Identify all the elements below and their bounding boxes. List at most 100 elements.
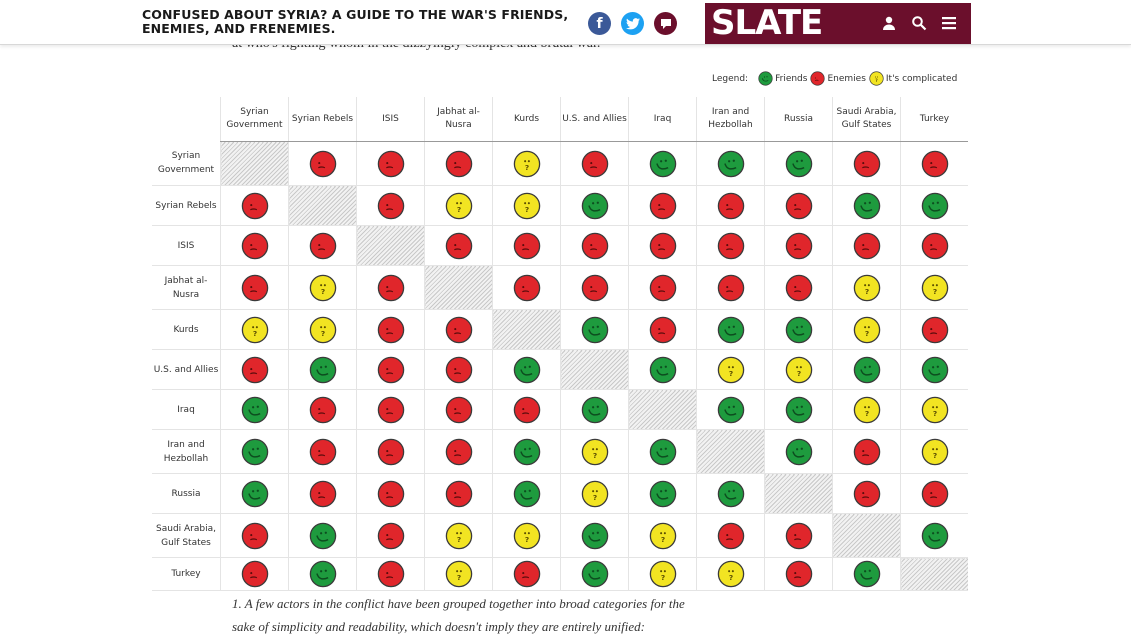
- matrix-row: Saudi Arabia, Gulf States???: [152, 513, 968, 558]
- enemies-face-icon: [377, 150, 404, 177]
- matrix-row: ISIS: [152, 225, 968, 266]
- relationship-cell: [628, 429, 697, 474]
- column-header: Syrian Rebels: [288, 97, 357, 142]
- enemies-face-icon: [445, 316, 472, 343]
- matrix-row: Russia?: [152, 473, 968, 514]
- relationship-cell: [696, 513, 765, 558]
- relationship-cell: [356, 389, 425, 430]
- column-header: Russia: [764, 97, 833, 142]
- column-header: Iraq: [628, 97, 697, 142]
- relationship-cell: [900, 473, 968, 514]
- relationship-cell: [696, 141, 765, 186]
- enemies-face-icon: [377, 438, 404, 465]
- row-header: Saudi Arabia, Gulf States: [152, 513, 221, 558]
- relationship-cell: [900, 185, 968, 226]
- relationship-cell: ?: [900, 429, 968, 474]
- relationship-cell: [764, 309, 833, 350]
- relationship-cell: [696, 389, 765, 430]
- column-header: Kurds: [492, 97, 561, 142]
- svg-text:?: ?: [864, 329, 868, 338]
- friends-face-icon: [853, 192, 880, 219]
- complicated-face-icon: ?: [309, 316, 336, 343]
- relationship-cell: [560, 513, 629, 558]
- enemies-face-icon: [445, 356, 472, 383]
- enemies-face-icon: [241, 522, 268, 549]
- relationship-cell: [288, 429, 357, 474]
- slate-brand-bar: SLATE: [705, 3, 971, 44]
- search-icon[interactable]: [911, 15, 927, 31]
- enemies-face-icon: [377, 522, 404, 549]
- enemies-face-icon: [513, 274, 540, 301]
- svg-text:?: ?: [660, 573, 664, 582]
- relationship-cell: [424, 473, 493, 514]
- relationship-cell: [220, 349, 289, 390]
- article-headline: CONFUSED ABOUT SYRIA? A GUIDE TO THE WAR…: [142, 7, 569, 36]
- relationship-cell: [220, 185, 289, 226]
- complicated-face-icon: ?: [445, 192, 472, 219]
- relationship-cell: [832, 349, 901, 390]
- enemies-face-icon: [921, 480, 948, 507]
- relationship-cell: [220, 473, 289, 514]
- friends-face-icon: [758, 71, 774, 86]
- svg-text:?: ?: [524, 535, 528, 544]
- relationship-cell: ?: [424, 557, 493, 591]
- complicated-face-icon: ?: [717, 356, 744, 383]
- complicated-face-icon: ?: [853, 396, 880, 423]
- relationship-cell: [696, 473, 765, 514]
- relationship-cell: ?: [288, 265, 357, 310]
- svg-text:?: ?: [320, 287, 324, 296]
- twitter-icon[interactable]: [621, 12, 644, 35]
- relationship-cell: [288, 513, 357, 558]
- friends-face-icon: [513, 356, 540, 383]
- enemies-face-icon: [377, 396, 404, 423]
- comment-icon[interactable]: [654, 12, 677, 35]
- svg-text:?: ?: [796, 369, 800, 378]
- hamburger-menu-icon[interactable]: [941, 15, 957, 31]
- svg-text:?: ?: [864, 287, 868, 296]
- friends-face-icon: [241, 480, 268, 507]
- self-cell: [492, 309, 561, 350]
- self-cell: [900, 557, 968, 591]
- relationship-cell: [288, 349, 357, 390]
- enemies-face-icon: [241, 274, 268, 301]
- relationship-cell: [764, 265, 833, 310]
- relationship-cell: [628, 225, 697, 266]
- relationship-cell: [900, 349, 968, 390]
- friends-face-icon: [513, 480, 540, 507]
- matrix-row: Iran and Hezbollah??: [152, 429, 968, 474]
- legend-title: Legend:: [712, 73, 749, 84]
- relationship-cell: [832, 429, 901, 474]
- self-cell: [220, 141, 289, 186]
- friends-face-icon: [241, 438, 268, 465]
- enemies-face-icon: [513, 396, 540, 423]
- relationship-cell: [356, 473, 425, 514]
- friends-face-icon: [853, 356, 880, 383]
- svg-text:?: ?: [728, 573, 732, 582]
- svg-text:?: ?: [592, 493, 596, 502]
- slate-logo[interactable]: SLATE: [711, 3, 823, 43]
- relationship-cell: ?: [696, 557, 765, 591]
- relationship-cell: [424, 225, 493, 266]
- friends-face-icon: [513, 438, 540, 465]
- relationship-cell: [560, 309, 629, 350]
- relationship-cell: [288, 473, 357, 514]
- enemies-face-icon: [649, 192, 676, 219]
- enemies-face-icon: [445, 150, 472, 177]
- svg-text:?: ?: [660, 535, 664, 544]
- self-cell: [832, 513, 901, 558]
- relationship-cell: [356, 557, 425, 591]
- relationship-cell: [492, 473, 561, 514]
- facebook-icon[interactable]: f: [588, 12, 611, 35]
- enemies-face-icon: [309, 396, 336, 423]
- row-header: Iran and Hezbollah: [152, 429, 221, 474]
- row-header: Kurds: [152, 309, 221, 350]
- svg-text:?: ?: [524, 163, 528, 172]
- enemies-face-icon: [581, 150, 608, 177]
- row-header: Syrian Government: [152, 141, 221, 186]
- user-icon[interactable]: [881, 15, 897, 31]
- enemies-face-icon: [853, 480, 880, 507]
- relationship-cell: [424, 309, 493, 350]
- complicated-face-icon: ?: [853, 316, 880, 343]
- relationship-cell: [492, 389, 561, 430]
- self-cell: [424, 265, 493, 310]
